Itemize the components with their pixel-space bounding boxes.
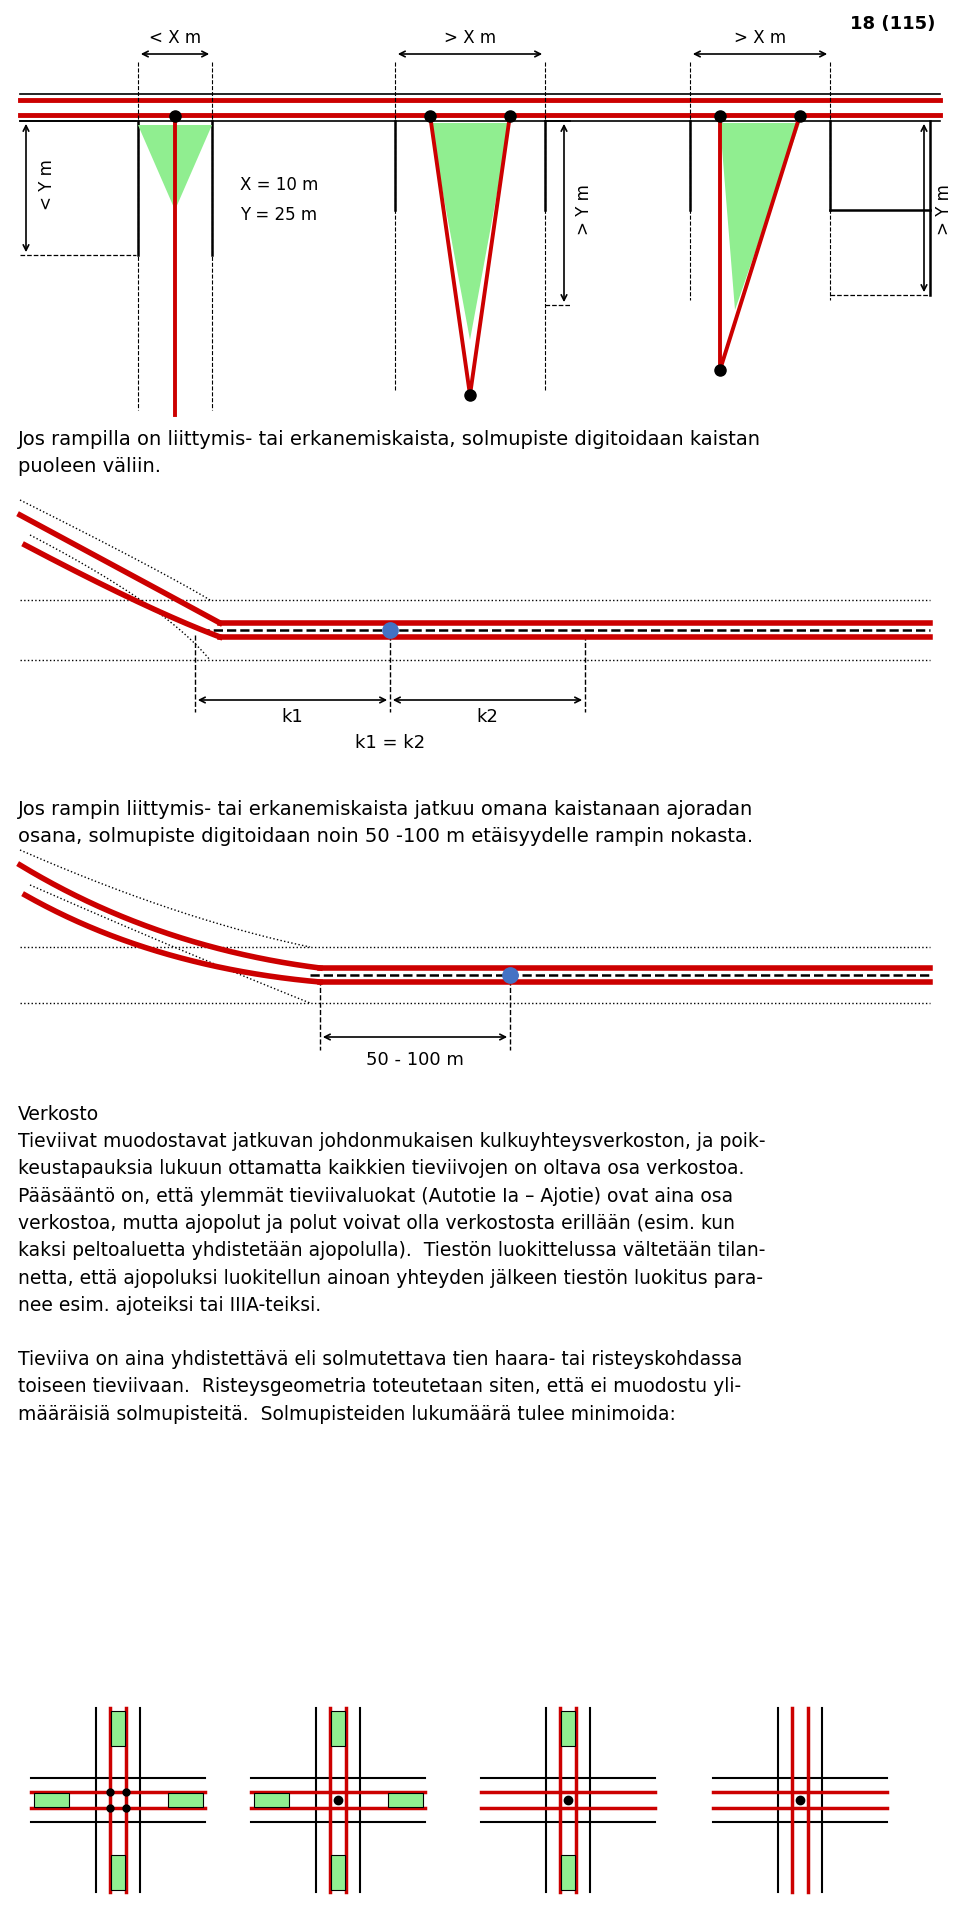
Bar: [111, 1856, 125, 1890]
Bar: [561, 1710, 575, 1747]
Bar: [331, 1710, 345, 1747]
Text: Verkosto
Tieviivat muodostavat jatkuvan johdonmukaisen kulkuyhteysverkoston, ja : Verkosto Tieviivat muodostavat jatkuvan …: [18, 1105, 765, 1424]
Text: < Y m: < Y m: [38, 160, 56, 210]
Text: > Y m: > Y m: [575, 185, 593, 235]
Text: Y = 25 m: Y = 25 m: [240, 206, 317, 223]
Bar: [331, 1856, 345, 1890]
Bar: [34, 1793, 69, 1808]
Polygon shape: [138, 124, 212, 210]
Bar: [561, 1856, 575, 1890]
Text: < X m: < X m: [149, 29, 201, 48]
Text: > Y m: > Y m: [935, 185, 953, 235]
Bar: [168, 1793, 203, 1808]
Text: X = 10 m: X = 10 m: [240, 176, 319, 195]
Text: Jos rampilla on liittymis- tai erkanemiskaista, solmupiste digitoidaan kaistan
p: Jos rampilla on liittymis- tai erkanemis…: [18, 430, 761, 475]
Text: k1 = k2: k1 = k2: [355, 733, 425, 752]
Text: k1: k1: [281, 708, 302, 725]
Bar: [254, 1793, 289, 1808]
Text: k2: k2: [476, 708, 498, 725]
Polygon shape: [430, 122, 510, 340]
Text: 18 (115): 18 (115): [850, 15, 935, 32]
Polygon shape: [720, 122, 800, 309]
Text: 50 - 100 m: 50 - 100 m: [366, 1052, 464, 1069]
Text: Jos rampin liittymis- tai erkanemiskaista jatkuu omana kaistanaan ajoradan
osana: Jos rampin liittymis- tai erkanemiskaist…: [18, 800, 754, 846]
Bar: [111, 1710, 125, 1747]
Bar: [388, 1793, 423, 1808]
Text: > X m: > X m: [734, 29, 786, 48]
Text: > X m: > X m: [444, 29, 496, 48]
